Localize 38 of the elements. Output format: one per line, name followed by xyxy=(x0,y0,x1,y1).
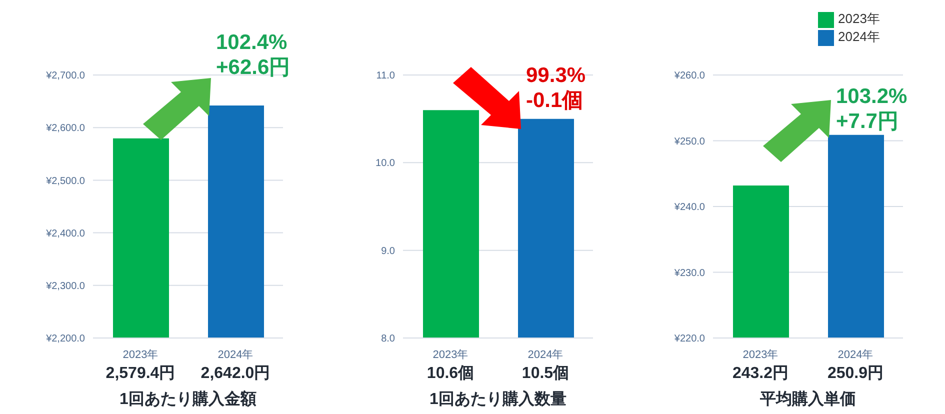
y-tick-label: ¥2,200.0 xyxy=(45,334,86,345)
text: 102.4% xyxy=(216,30,288,55)
y-tick-label: ¥2,400.0 xyxy=(45,228,86,240)
y-tick-label: ¥220.0 xyxy=(673,334,706,345)
x-axis-title: 1回あたり購入数量 xyxy=(430,390,566,408)
data-label: 2,642.0円 xyxy=(200,365,270,382)
y-tick-label: 9.0 xyxy=(381,246,396,257)
y-tick-label: ¥260.0 xyxy=(673,70,706,82)
y-tick-label: ¥2,600.0 xyxy=(45,123,86,134)
x-tick-label: 2024年 xyxy=(528,349,564,361)
legend-label: 2024年 xyxy=(838,29,880,44)
annotation: +7.7円 xyxy=(836,109,900,134)
y-tick-label: ¥2,500.0 xyxy=(45,176,86,187)
x-axis-title: 1回あたり購入金額 xyxy=(120,390,256,408)
x-tick-label: 2023年 xyxy=(122,349,158,361)
x-tick-label: 2024年 xyxy=(218,349,254,361)
x-tick-label: 2023年 xyxy=(432,349,468,361)
y-tick-label: ¥230.0 xyxy=(673,268,706,279)
annotation: 99.3% xyxy=(526,63,586,88)
y-tick-label: ¥250.0 xyxy=(673,136,706,148)
data-label: 2,579.4円 xyxy=(106,365,176,382)
annotation: 103.2% xyxy=(836,84,908,109)
annotation: +62.6円 xyxy=(216,55,290,80)
y-tick-label: ¥240.0 xyxy=(673,202,706,214)
y-tick-label: ¥2,700.0 xyxy=(45,70,86,82)
y-tick-label: 11.0 xyxy=(376,70,396,82)
data-label: 250.9円 xyxy=(827,365,884,382)
data-label: 243.2円 xyxy=(732,365,789,382)
y-tick-label: ¥2,300.0 xyxy=(45,280,86,292)
annotation: -0.1個 xyxy=(526,88,584,113)
data-label: 10.6個 xyxy=(426,364,474,382)
legend-label: 2023年 xyxy=(838,11,880,26)
x-tick-label: 2023年 xyxy=(742,349,778,361)
x-axis-title: 平均購入単価 xyxy=(759,390,856,408)
y-tick-label: 10.0 xyxy=(376,158,396,170)
x-tick-label: 2024年 xyxy=(838,349,874,361)
data-label: 10.5個 xyxy=(522,364,570,382)
y-tick-label: 8.0 xyxy=(381,334,396,345)
